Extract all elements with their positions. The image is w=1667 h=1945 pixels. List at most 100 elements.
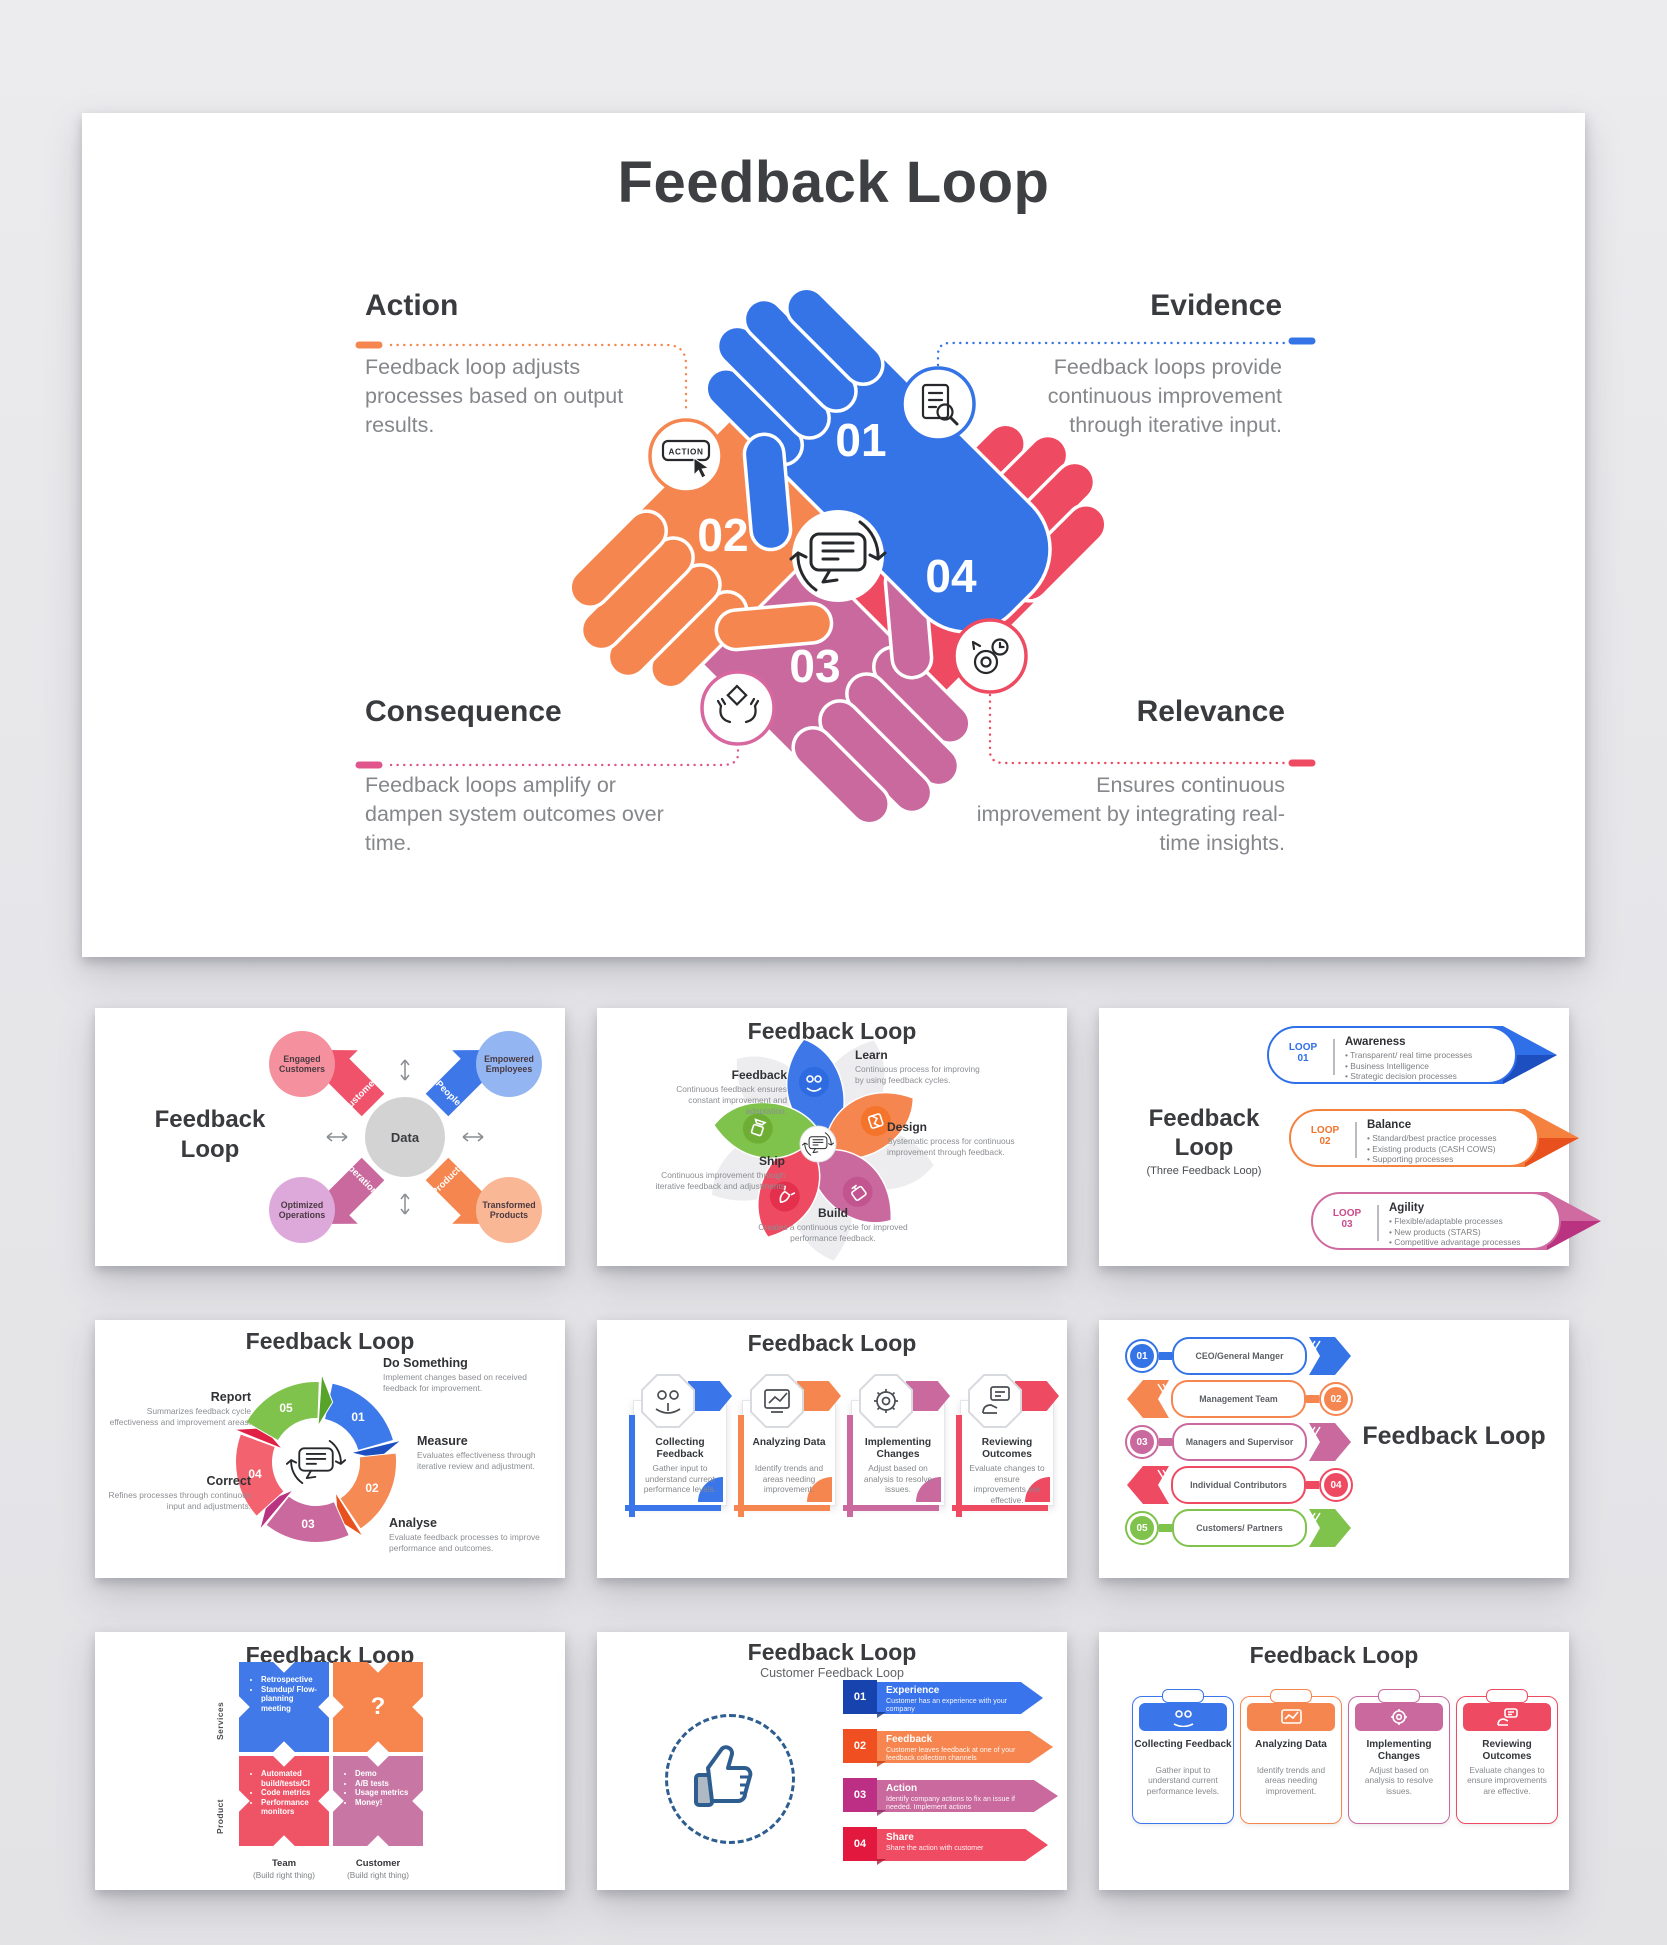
- slide-title: Feedback Loop: [1249, 1642, 1419, 1668]
- slide-subtitle: Customer Feedback Loop: [760, 1666, 904, 1680]
- slide-title: Feedback Loop: [747, 1018, 917, 1044]
- octagon-review-icon: [968, 1374, 1022, 1428]
- step-number-02: 02: [697, 509, 749, 561]
- thumbnail-customer-loop-slide[interactable]: Feedback Loop Customer Feedback Loop Exp…: [597, 1632, 1067, 1890]
- step-number-01: 01: [835, 414, 887, 466]
- card-analyzing-data: Analyzing Data Identify trends and areas…: [734, 1374, 841, 1517]
- connector-lines: [355, 337, 1316, 769]
- col-label-team: Team (Build right thing): [253, 1858, 315, 1880]
- feedback-hands-diagram: ACTION: [355, 113, 1316, 957]
- col-label-customer: Customer (Build right thing): [347, 1858, 409, 1880]
- data-center-circle: Data: [365, 1097, 445, 1177]
- thumbnail-radial-data-slide[interactable]: Feedback Loop Customers People Operation…: [95, 1008, 565, 1266]
- matrix-cell-product-team: Automated build/tests/CICode metricsPerf…: [239, 1756, 329, 1846]
- thumbnail-matrix-slide[interactable]: Feedback Loop Services Product Retrospec…: [95, 1632, 565, 1890]
- ribbon-arrow-icon: [1309, 1423, 1351, 1461]
- octagon-chart-icon: [750, 1374, 804, 1428]
- frame-collecting-feedback: Collecting Feedback Gather input to unde…: [1132, 1689, 1234, 1824]
- level-customers: 05 Customers/ Partners: [1125, 1507, 1353, 1549]
- bubble-empowered-employees: Empowered Employees: [476, 1031, 542, 1097]
- ribbon-arrow-icon: [1309, 1337, 1351, 1375]
- level-contributors: Individual Contributors 04: [1125, 1464, 1353, 1506]
- target-clock-icon: [952, 618, 1028, 694]
- pinwheel-diagram: [698, 1029, 940, 1261]
- thumbnail-pinwheel-slide[interactable]: Feedback Loop: [597, 1008, 1067, 1266]
- cycle-do-something: Do Something Implement changes based on r…: [383, 1356, 527, 1393]
- petal-design: Design Systematic process for continuous…: [887, 1120, 1015, 1157]
- cycle-number-03: 03: [301, 1517, 315, 1531]
- hands-holding-icon: [700, 670, 776, 746]
- petal-icons: [742, 1067, 891, 1212]
- thumbnail-four-frames-slide[interactable]: Feedback Loop Collecting Feedback Gather…: [1099, 1632, 1569, 1890]
- cycle-number-05: 05: [279, 1401, 293, 1415]
- card-reviewing-outcomes: Reviewing Outcomes Evaluate changes to e…: [952, 1374, 1059, 1517]
- cycle-report: Report Summarizes feedback cycle effectiv…: [109, 1390, 251, 1427]
- section-evidence-desc: Feedback loops provide continuous improv…: [1047, 355, 1282, 437]
- step-number-04: 04: [925, 550, 977, 602]
- step-share: Share Share the action with customer 04: [843, 1827, 1048, 1865]
- section-action-desc: Feedback loop adjusts processes based on…: [365, 355, 624, 437]
- ribbon-arrow-icon: [1127, 1466, 1169, 1504]
- slide-title: Feedback Loop: [747, 1330, 917, 1356]
- exchange-arrows-icon: [326, 1059, 484, 1215]
- level-ceo: 01 CEO/General Manger: [1125, 1335, 1353, 1377]
- slide-title: Feedback Loop: [1148, 1105, 1260, 1161]
- row-label-services: Services: [215, 1701, 225, 1740]
- petal-feedback: Feedback Continuous feedback ensures con…: [676, 1068, 787, 1116]
- matrix-cell-services-customer: ?: [333, 1662, 423, 1752]
- slide-title: Feedback Loop: [245, 1328, 415, 1354]
- cycle-analyse: Analyse Evaluate feedback processes to im…: [389, 1516, 540, 1553]
- thumbs-up-icon: [665, 1714, 795, 1844]
- gear-icon: [1391, 1709, 1407, 1725]
- action-button-icon: ACTION: [648, 418, 724, 494]
- cycle-number-02: 02: [365, 1481, 379, 1495]
- slide-subtitle: (Three Feedback Loop): [1146, 1165, 1262, 1177]
- section-evidence-label: Evidence: [1150, 289, 1282, 322]
- card-implementing-changes: Implementing Changes Adjust based on ana…: [843, 1374, 950, 1517]
- people-icon: [1173, 1710, 1194, 1727]
- bubble-optimized-operations: Optimized Operations: [269, 1177, 335, 1243]
- matrix-cell-services-team: RetrospectiveStandup/ Flow- planning mee…: [239, 1662, 329, 1752]
- hero-slide-preview[interactable]: Feedback Loop: [82, 113, 1585, 957]
- section-relevance-desc: Ensures continuous improvement by integr…: [976, 773, 1285, 855]
- slide-title: Feedback Loop: [245, 1642, 415, 1668]
- step-icons: ACTION: [648, 366, 1028, 746]
- thumbnail-four-cards-slide[interactable]: Feedback Loop Collecting Feedback Gather…: [597, 1320, 1067, 1578]
- slide-title: Feedback Loop: [1362, 1422, 1546, 1450]
- page-title: Feedback Loop: [617, 150, 1050, 215]
- matrix-cell-product-customer: DemoA/B testsUsage metricsMoney!: [333, 1756, 423, 1846]
- thumbnail-org-levels-slide[interactable]: Feedback Loop 01 CEO/General Manger Mana…: [1099, 1320, 1569, 1578]
- level-managers: 03 Managers and Supervisor: [1125, 1421, 1353, 1463]
- cycle-measure: Measure Evaluates effectiveness through i…: [417, 1434, 536, 1471]
- bubble-transformed-products: Transformed Products: [476, 1177, 542, 1243]
- cycle-number-01: 01: [351, 1410, 365, 1424]
- slide-title: Feedback Loop: [154, 1106, 266, 1163]
- frame-implementing-changes: Implementing Changes Adjust based on ana…: [1348, 1689, 1450, 1824]
- step-action: Action Identify company actions to fix an…: [843, 1778, 1058, 1816]
- petal-learn: Learn Continuous process for improving b…: [855, 1048, 980, 1085]
- petal-build: Build Creates a continuous cycle for imp…: [758, 1206, 908, 1243]
- thumbnail-cycle-slide[interactable]: Feedback Loop 01 02 03 04 05 Do Somethin…: [95, 1320, 565, 1578]
- section-consequence-label: Consequence: [365, 695, 562, 728]
- ribbon-arrow-icon: [1127, 1380, 1169, 1418]
- svg-text:ACTION: ACTION: [669, 448, 704, 457]
- ribbon-arrow-icon: [1309, 1509, 1351, 1547]
- card-collecting-feedback: Collecting Feedback Gather input to unde…: [625, 1374, 732, 1517]
- section-action-label: Action: [365, 289, 459, 322]
- cycle-number-04: 04: [248, 1467, 262, 1481]
- row-label-product: Product: [215, 1799, 225, 1834]
- cycle-correct: Correct Refines processes through continu…: [108, 1474, 251, 1511]
- cycle-diagram: [235, 1375, 401, 1543]
- step-experience: Experience Customer has an experience wit…: [843, 1680, 1043, 1718]
- octagon-gear-icon: [859, 1374, 913, 1428]
- section-consequence-desc: Feedback loops amplify or dampen system …: [365, 773, 664, 855]
- radial-arrows-diagram: [316, 1048, 494, 1226]
- chat-refresh-icon: [789, 510, 887, 602]
- frame-analyzing-data: Analyzing Data Identify trends and areas…: [1240, 1689, 1342, 1824]
- level-management: Management Team 02: [1125, 1378, 1353, 1420]
- thumbnail-three-loops-slide[interactable]: Feedback Loop (Three Feedback Loop) LOOP…: [1099, 1008, 1601, 1266]
- step-feedback: Feedback Customer leaves feedback at one …: [843, 1729, 1053, 1767]
